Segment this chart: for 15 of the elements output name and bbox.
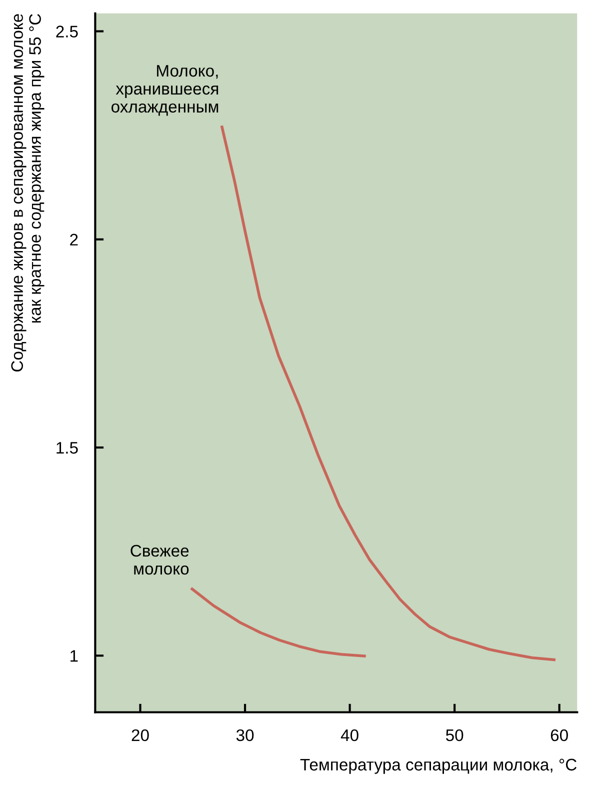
y-axis-title: Содержание жиров в сепарированном молоке как кратное содержания жира при 55 °C bbox=[11, 14, 44, 372]
y-tick-label: 2 bbox=[70, 234, 78, 246]
line-series bbox=[190, 588, 366, 658]
annotation: Свежее молоко bbox=[130, 544, 189, 575]
x-axis-title: Температура сепарации молока, °C bbox=[300, 758, 577, 774]
x-tick-label: 50 bbox=[446, 729, 464, 742]
line-series bbox=[220, 126, 556, 662]
annotation: Молоко, хранившееся охлажденным bbox=[112, 65, 218, 116]
x-tick-label: 40 bbox=[340, 729, 358, 742]
y-tick-label: 1 bbox=[70, 650, 78, 662]
x-tick-label: 60 bbox=[550, 729, 568, 742]
x-tick-label: 20 bbox=[132, 729, 149, 742]
x-tick-label: 30 bbox=[236, 729, 254, 742]
y-tick-label: 2.5 bbox=[56, 26, 78, 38]
y-tick-label: 1.5 bbox=[56, 442, 78, 454]
